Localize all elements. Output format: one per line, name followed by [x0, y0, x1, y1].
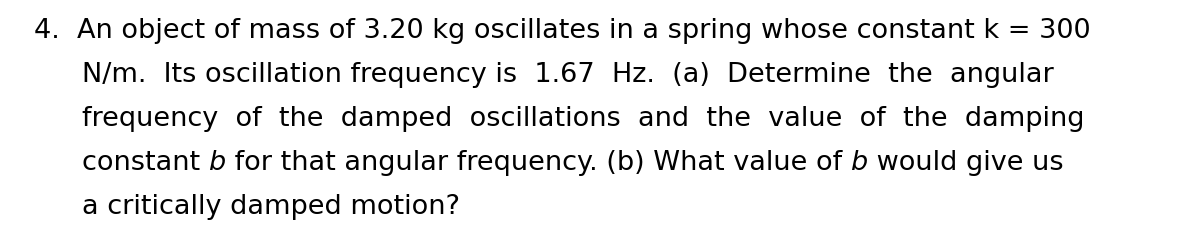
Text: constant: constant — [82, 150, 209, 176]
Text: frequency  of  the  damped  oscillations  and  the  value  of  the  damping: frequency of the damped oscillations and… — [82, 106, 1084, 132]
Text: a critically damped motion?: a critically damped motion? — [82, 194, 460, 220]
Text: would give us: would give us — [868, 150, 1063, 176]
Text: for that angular frequency. (b) What value of: for that angular frequency. (b) What val… — [226, 150, 851, 176]
Text: b: b — [851, 150, 868, 176]
Text: N/m.  Its oscillation frequency is  1.67  Hz.  (a)  Determine  the  angular: N/m. Its oscillation frequency is 1.67 H… — [82, 62, 1054, 88]
Text: b: b — [209, 150, 226, 176]
Text: 4.  An object of mass of 3.20 kg oscillates in a spring whose constant k = 300: 4. An object of mass of 3.20 kg oscillat… — [34, 18, 1091, 44]
